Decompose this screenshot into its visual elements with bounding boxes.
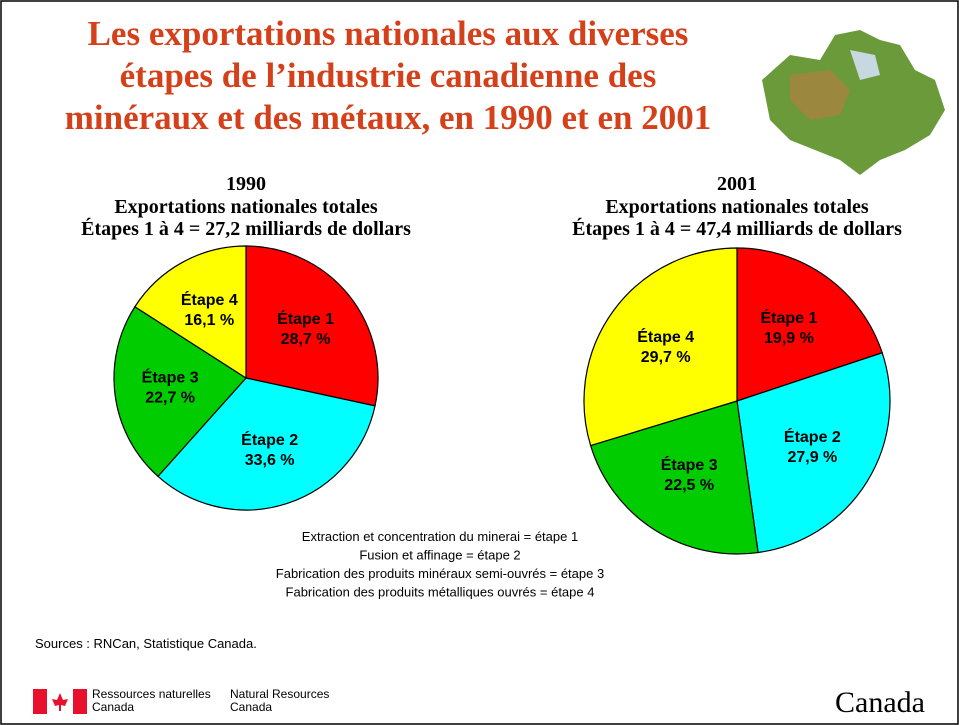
wordmark: Canada: [835, 686, 925, 719]
chart-title: 1990: [226, 173, 266, 195]
slice-value-label: 16,1 %: [184, 312, 234, 329]
slide: Les exportations nationales aux diverses…: [0, 0, 959, 725]
slice-label: Étape 2: [784, 427, 841, 446]
footer-fr: Canada: [92, 700, 134, 714]
slice-value-label: 22,5 %: [664, 477, 714, 494]
note: Fusion et affinage = étape 2: [359, 548, 520, 563]
footer-fr: Ressources naturelles: [92, 687, 211, 701]
slice-label: Étape 2: [241, 430, 298, 449]
slice-label: Étape 1: [760, 308, 817, 327]
chart-title: 2001: [717, 173, 757, 195]
title-line: Les exportations nationales aux diverses: [88, 14, 689, 53]
note: Fabrication des produits métalliques ouv…: [286, 585, 595, 600]
slice-label: Étape 3: [142, 367, 199, 386]
chart-subtitle: Étapes 1 à 4 = 47,4 milliards de dollars: [572, 217, 902, 240]
slice-value-label: 22,7 %: [145, 389, 195, 406]
slice-label: Étape 4: [637, 327, 694, 346]
slice-value-label: 29,7 %: [641, 349, 691, 366]
slice-value-label: 27,9 %: [787, 449, 837, 466]
slice-value-label: 33,6 %: [245, 452, 295, 469]
slice-label: Étape 4: [181, 290, 238, 309]
title-line: étapes de l’industrie canadienne des: [120, 56, 657, 95]
slice-value-label: 28,7 %: [281, 331, 331, 348]
note: Fabrication des produits minéraux semi-o…: [276, 566, 604, 581]
title-line: minéraux et des métaux, en 1990 et en 20…: [65, 98, 711, 137]
chart-subtitle: Étapes 1 à 4 = 27,2 milliards de dollars: [81, 217, 411, 240]
chart-subtitle: Exportations nationales totales: [114, 196, 378, 218]
chart-subtitle: Exportations nationales totales: [605, 196, 869, 218]
sources: Sources : RNCan, Statistique Canada.: [35, 636, 257, 651]
slice-label: Étape 1: [277, 309, 334, 328]
footer-en: Canada: [230, 700, 272, 714]
footer-en: Natural Resources: [230, 687, 329, 701]
flag: [33, 689, 87, 714]
slice-label: Étape 3: [661, 455, 718, 474]
slice-value-label: 19,9 %: [764, 330, 814, 347]
note: Extraction et concentration du minerai =…: [302, 529, 578, 544]
